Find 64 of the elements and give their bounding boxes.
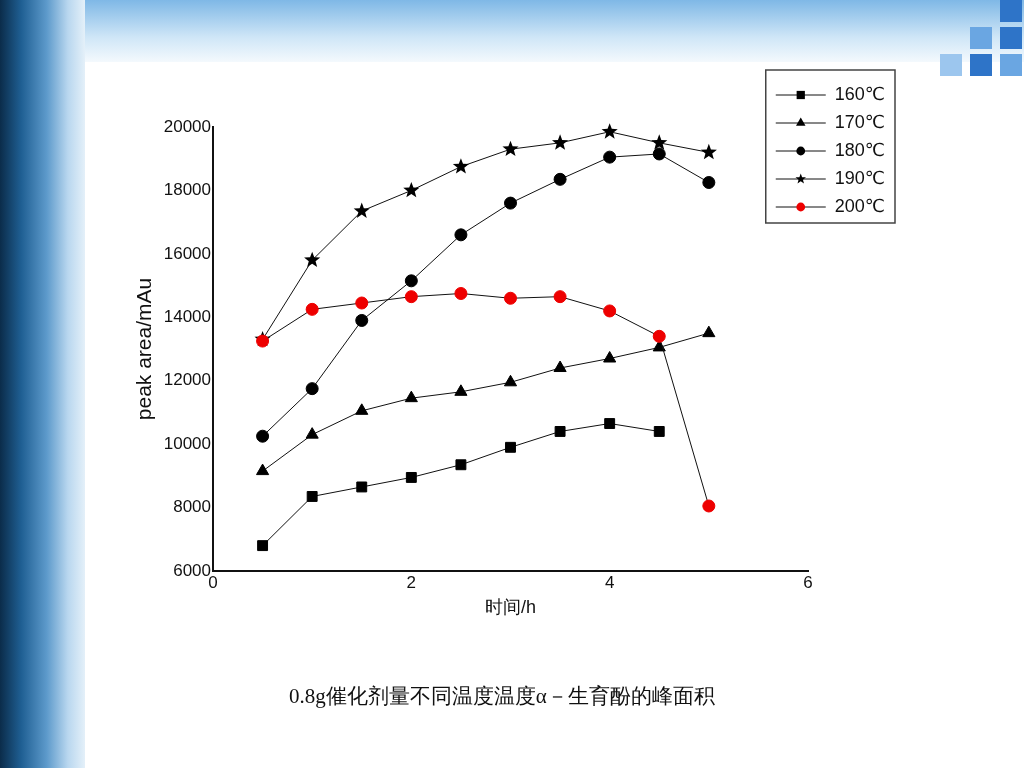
point <box>403 181 420 198</box>
x-axis-title: 时间/h <box>484 597 537 618</box>
point <box>355 313 369 327</box>
x-tick-label: 2 <box>406 572 417 592</box>
point <box>404 390 418 403</box>
y-tick-label: 14000 <box>163 306 211 326</box>
y-tick-label: 12000 <box>163 370 211 390</box>
point <box>503 374 518 387</box>
point <box>653 426 665 437</box>
point <box>305 302 319 316</box>
point <box>454 228 468 242</box>
point <box>257 540 269 552</box>
point <box>700 143 717 160</box>
y-tick-label: 16000 <box>163 243 211 263</box>
point <box>256 463 270 476</box>
point <box>455 459 467 471</box>
point <box>305 382 319 396</box>
point <box>306 491 318 502</box>
point <box>553 172 567 186</box>
point <box>603 351 617 363</box>
point <box>604 418 616 429</box>
point <box>404 290 418 304</box>
point <box>353 202 370 218</box>
point <box>504 291 517 305</box>
point <box>305 427 319 439</box>
point <box>553 360 567 373</box>
point <box>356 481 368 493</box>
point <box>452 158 469 174</box>
point <box>702 499 716 513</box>
y-tick-label: 18000 <box>163 180 211 200</box>
point <box>702 325 716 338</box>
point <box>504 196 517 210</box>
point <box>505 441 516 453</box>
point <box>304 251 321 268</box>
legend-label: 160℃ <box>834 83 885 104</box>
x-tick-label: 4 <box>604 572 615 592</box>
x-tick-label: 6 <box>803 572 813 592</box>
point <box>502 140 519 157</box>
point <box>702 176 716 189</box>
point <box>603 150 617 164</box>
legend-label: 180℃ <box>834 139 885 160</box>
legend-label: 200℃ <box>834 195 885 216</box>
y-tick-label: 10000 <box>163 433 211 453</box>
point <box>355 296 369 310</box>
legend-label: 190℃ <box>834 167 885 188</box>
point <box>405 471 417 483</box>
point <box>404 274 418 288</box>
point <box>651 134 668 150</box>
legend-label: 170℃ <box>834 111 885 132</box>
point <box>454 287 468 300</box>
point <box>603 304 617 318</box>
y-tick-label: 8000 <box>173 497 211 517</box>
point <box>601 123 618 139</box>
text: 0.8g催化剂量不同温度温度α－生育酚的峰面积 <box>288 683 716 710</box>
y-tick-label: 20000 <box>163 116 211 136</box>
y-axis-title: peak area/mAu <box>132 277 156 421</box>
point <box>454 384 468 396</box>
point <box>355 403 369 415</box>
point <box>553 290 567 304</box>
point <box>652 147 666 161</box>
point <box>256 429 270 443</box>
point <box>552 134 569 150</box>
point <box>554 426 566 437</box>
point <box>652 329 666 343</box>
